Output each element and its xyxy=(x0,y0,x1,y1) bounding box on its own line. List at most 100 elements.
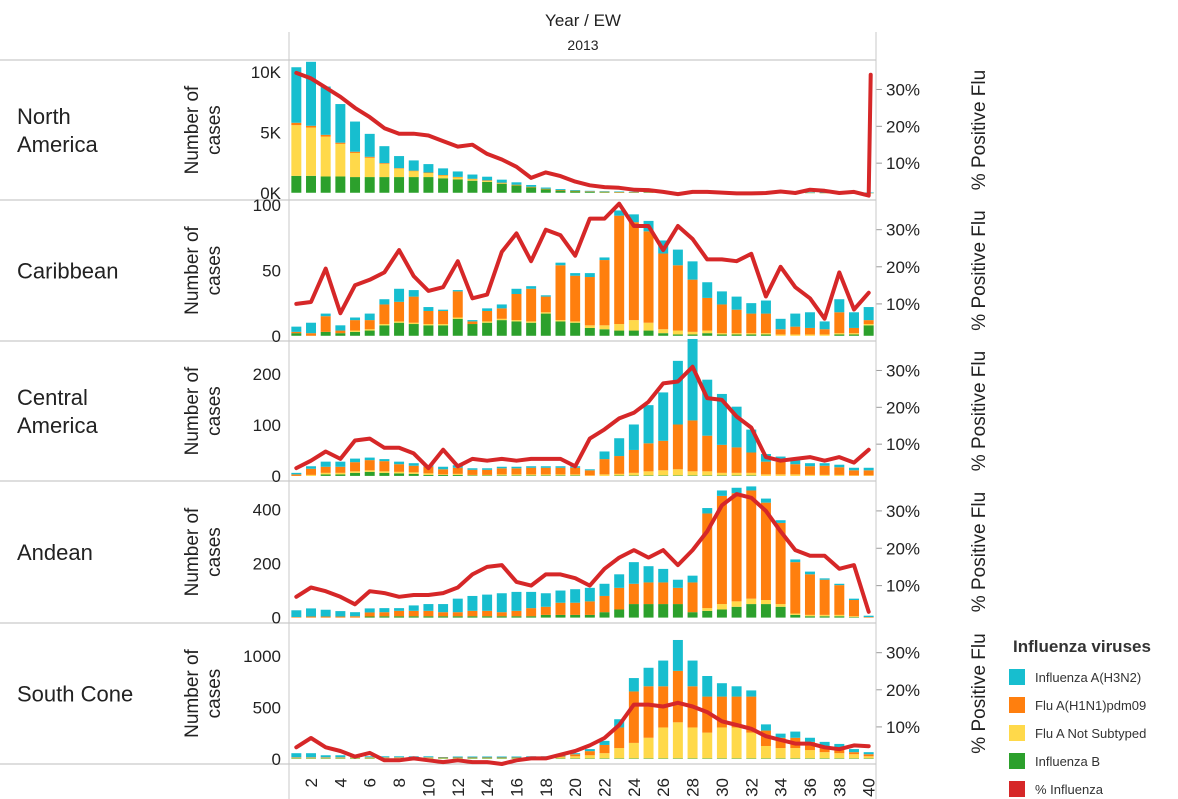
bar-segment xyxy=(790,464,801,475)
bar-segment xyxy=(570,275,581,322)
bar-segment xyxy=(584,191,595,193)
right-tick-label: 10% xyxy=(886,154,920,173)
bar-segment xyxy=(394,301,405,322)
right-tick-label: 30% xyxy=(886,221,920,240)
bar-segment xyxy=(658,440,669,471)
legend-item[interactable]: % Influenza xyxy=(1004,775,1178,799)
legend-label: Flu A Not Subtyped xyxy=(1035,725,1147,741)
bar-segment xyxy=(526,467,537,475)
bar-segment xyxy=(819,758,830,759)
bar-segment xyxy=(438,612,449,617)
bar-segment xyxy=(320,316,331,332)
bar-segment xyxy=(790,334,801,336)
bar-segment xyxy=(335,333,346,336)
bar-segment xyxy=(570,753,581,755)
bar-segment xyxy=(408,473,419,476)
bar-segment xyxy=(496,179,507,183)
bar-segment xyxy=(423,610,434,617)
bar-segment xyxy=(467,178,478,180)
bar-segment xyxy=(584,614,595,618)
bar-segment xyxy=(467,320,478,322)
bar-segment xyxy=(716,683,727,697)
bar-segment xyxy=(731,727,742,759)
bar-segment xyxy=(379,163,390,178)
bar-segment xyxy=(291,331,302,334)
region-label: North xyxy=(17,104,71,129)
bar-segment xyxy=(702,282,713,298)
legend-item[interactable]: Flu A(H1N1)pdm09 xyxy=(1004,691,1178,719)
bar-segment xyxy=(790,562,801,614)
legend-item[interactable]: Influenza B xyxy=(1004,747,1178,775)
bar-segment xyxy=(672,604,683,618)
legend-item[interactable]: Influenza A(H3N2) xyxy=(1004,663,1178,691)
bar-segment xyxy=(848,327,859,334)
bar-segment xyxy=(614,587,625,610)
bar-segment xyxy=(628,691,639,743)
bar-segment xyxy=(306,753,317,758)
bar-segment xyxy=(746,732,757,759)
y-tick-label: 500 xyxy=(253,698,281,717)
bar-segment xyxy=(746,598,757,605)
bar-segment xyxy=(731,472,742,476)
legend-item[interactable]: Flu A Not Subtyped xyxy=(1004,719,1178,747)
bar-segment xyxy=(804,571,815,575)
bar-segment xyxy=(804,463,815,467)
bar-segment xyxy=(599,744,610,754)
bar-segment xyxy=(731,601,742,607)
bar-segment xyxy=(350,471,361,473)
panel-3: Andean Number of cases 0 200 400 10% 20% 30% % Po… xyxy=(0,486,990,628)
bar-segment xyxy=(643,330,654,336)
bar-segment xyxy=(306,757,317,758)
bar-segment xyxy=(658,582,669,605)
bar-segment xyxy=(452,176,463,178)
bar-segment xyxy=(599,595,610,613)
bar-segment xyxy=(496,616,507,618)
bar-segment xyxy=(790,326,801,335)
bar-segment xyxy=(423,325,434,336)
panel-2: Central America Number of cases 0 100 200 10% 20… xyxy=(0,338,990,486)
bar-segment xyxy=(819,579,830,615)
bar-segment xyxy=(790,614,801,618)
bar-segment xyxy=(716,758,727,759)
x-tick-label: 18 xyxy=(537,778,556,797)
bar-segment xyxy=(482,757,493,759)
bar-segment xyxy=(746,452,757,473)
bar-segment xyxy=(555,189,566,191)
bar-segment xyxy=(658,253,669,330)
bar-segment xyxy=(482,756,493,758)
bar-segment xyxy=(584,475,595,476)
bar-segment xyxy=(614,324,625,331)
bar-segment xyxy=(746,334,757,336)
bar-segment xyxy=(364,330,375,336)
bar-segment xyxy=(408,171,419,178)
bar-segment xyxy=(496,183,507,193)
bar-segment xyxy=(291,474,302,476)
bar-segment xyxy=(423,473,434,475)
bar-segment xyxy=(306,468,317,475)
bar-segment xyxy=(687,261,698,280)
right-tick-label: 30% xyxy=(886,644,920,663)
bar-segment xyxy=(658,470,669,476)
x-tick-label: 22 xyxy=(596,778,615,797)
bar-segment xyxy=(731,296,742,310)
bar-segment xyxy=(555,474,566,476)
bar-segment xyxy=(335,176,346,193)
bar-segment xyxy=(570,322,581,336)
bar-segment xyxy=(423,172,434,178)
bar-segment xyxy=(467,616,478,618)
bar-segment xyxy=(731,334,742,336)
bar-segment xyxy=(746,472,757,476)
bar-segment xyxy=(350,151,361,153)
bar-segment xyxy=(643,566,654,583)
bar-segment xyxy=(379,146,390,164)
y-axis-title: cases xyxy=(204,669,225,719)
bar-segment xyxy=(643,231,654,323)
bar-segment xyxy=(350,612,361,617)
bar-segment xyxy=(643,667,654,687)
bar-segment xyxy=(834,583,845,586)
bar-segment xyxy=(408,290,419,297)
bar-segment xyxy=(452,171,463,177)
bar-segment xyxy=(364,133,375,157)
bar-segment xyxy=(379,325,390,336)
bar-segment xyxy=(423,164,434,173)
